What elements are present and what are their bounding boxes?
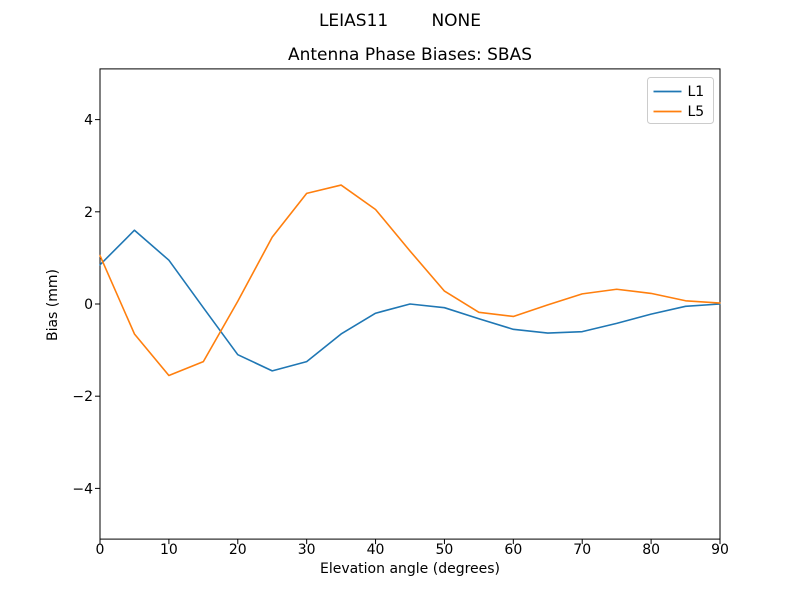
y-tick-label: −2 xyxy=(72,389,93,405)
x-axis-label: Elevation angle (degrees) xyxy=(320,561,500,577)
x-tick-label: 10 xyxy=(160,542,178,558)
y-tick-label: −4 xyxy=(72,481,93,497)
legend-label-L5: L5 xyxy=(688,104,705,120)
y-tick-label: 4 xyxy=(84,113,93,129)
x-tick-label: 80 xyxy=(642,542,660,558)
y-axis: −4 −2 0 2 4 xyxy=(72,113,100,497)
x-tick-label: 20 xyxy=(229,542,247,558)
x-axis: 0 10 20 30 40 50 60 70 80 90 xyxy=(96,539,729,558)
x-tick-label: 70 xyxy=(573,542,591,558)
x-tick-label: 50 xyxy=(436,542,454,558)
series-line-L1 xyxy=(99,229,721,372)
series-lines xyxy=(99,184,721,377)
x-tick-label: 60 xyxy=(504,542,522,558)
axes-title: Antenna Phase Biases: SBAS xyxy=(288,45,532,65)
x-tick-label: 90 xyxy=(711,542,729,558)
series-line-L5 xyxy=(99,184,721,377)
legend-label-L1: L1 xyxy=(688,84,705,100)
x-tick-label: 0 xyxy=(96,542,105,558)
x-tick-label: 40 xyxy=(367,542,385,558)
y-tick-label: 0 xyxy=(84,297,93,313)
y-tick-label: 2 xyxy=(84,205,93,221)
x-tick-label: 30 xyxy=(298,542,316,558)
y-axis-label: Bias (mm) xyxy=(45,269,61,341)
figure-suptitle: LEIAS11 NONE xyxy=(319,11,481,31)
